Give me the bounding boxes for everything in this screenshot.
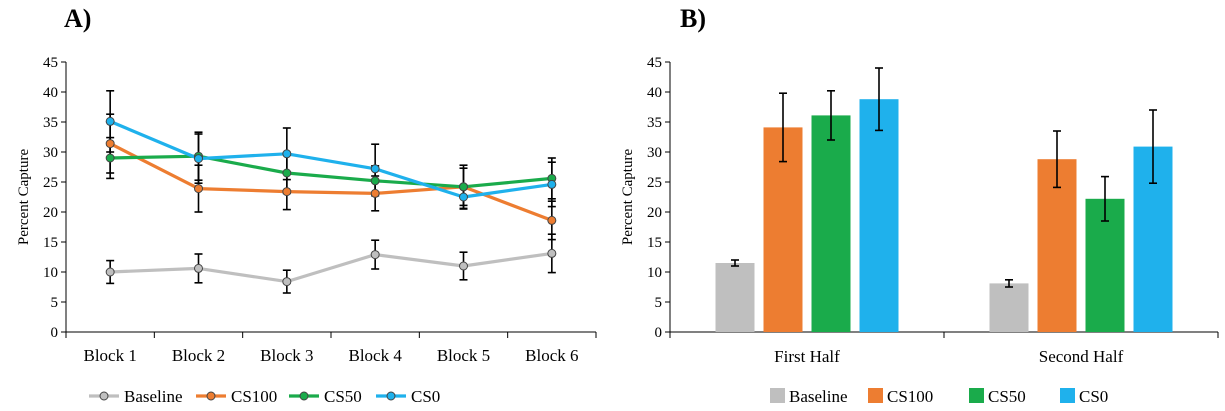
data-point-baseline (370, 250, 380, 260)
data-point-cs100 (370, 188, 380, 198)
y-tick-label: 30 (647, 145, 662, 161)
legend-label-cs0: CS0 (411, 387, 440, 406)
y-tick-label: 0 (51, 325, 59, 341)
y-tick-label: 25 (647, 175, 662, 191)
data-point-cs50 (282, 168, 292, 178)
y-tick-label: 0 (655, 325, 663, 341)
legend-marker-cs50 (299, 391, 309, 401)
legend-label-baseline: Baseline (124, 387, 183, 406)
y-tick-label: 35 (647, 115, 662, 131)
data-point-cs100 (547, 215, 557, 225)
x-tick-label: Second Half (1039, 347, 1124, 366)
y-tick-label: 25 (43, 175, 58, 191)
panel-b-label: B) (680, 4, 706, 33)
y-tick-label: 30 (43, 145, 58, 161)
x-tick-label: Block 5 (437, 346, 490, 365)
y-tick-label: 35 (43, 115, 58, 131)
data-point-baseline (282, 277, 292, 287)
bar-baseline (989, 283, 1029, 332)
y-axis-title: Percent Capture (620, 149, 636, 246)
legend-swatch-cs50 (969, 388, 984, 403)
bar-baseline (715, 263, 755, 332)
data-point-cs0 (105, 116, 115, 126)
panel-a-label: A) (64, 4, 92, 33)
data-point-cs0 (282, 149, 292, 159)
y-tick-label: 10 (647, 265, 662, 281)
data-point-cs0 (370, 164, 380, 174)
series-line-cs0 (109, 119, 553, 199)
x-tick-label: Block 1 (83, 346, 136, 365)
data-point-baseline (105, 267, 115, 277)
legend-swatch-baseline (770, 388, 785, 403)
data-point-cs50 (105, 153, 115, 163)
x-tick-label: Block 2 (172, 346, 225, 365)
x-tick-label: Block 6 (525, 346, 578, 365)
legend-label-cs50: CS50 (324, 387, 362, 406)
y-tick-label: 10 (43, 265, 58, 281)
y-tick-label: 15 (647, 235, 662, 251)
data-point-cs100 (282, 187, 292, 197)
y-tick-label: 5 (655, 295, 663, 311)
bar-cs0 (859, 99, 899, 332)
legend-swatch-cs0 (1060, 388, 1075, 403)
x-tick-label: First Half (774, 347, 840, 366)
y-tick-label: 45 (647, 55, 662, 71)
series-line-cs50 (110, 154, 552, 189)
panel-a: A) 0 5 10 15 20 25 30 35 40 45 Percent Capture Bloc… (0, 0, 612, 411)
data-point-cs0 (459, 192, 468, 202)
y-tick-label: 40 (647, 85, 662, 101)
legend-marker-cs100 (206, 391, 216, 401)
legend-label-cs0: CS0 (1079, 387, 1108, 406)
data-point-cs100 (194, 184, 203, 194)
data-point-baseline (547, 248, 557, 258)
data-point-cs100 (105, 139, 115, 149)
x-tick-label: Block 3 (260, 346, 313, 365)
x-tick-label: Block 4 (348, 346, 402, 365)
bar-cs50 (811, 115, 851, 333)
legend-marker-baseline (99, 391, 109, 401)
data-point-cs0 (194, 154, 203, 164)
data-point-baseline (194, 263, 203, 273)
legend-label-cs50: CS50 (988, 387, 1026, 406)
legend-label-cs100: CS100 (231, 387, 277, 406)
y-tick-label: 20 (647, 205, 662, 221)
data-point-cs0 (547, 179, 557, 189)
series-line-cs100 (109, 142, 553, 222)
y-tick-label: 40 (43, 85, 58, 101)
data-point-cs50 (459, 182, 468, 192)
legend-swatch-cs100 (868, 388, 883, 403)
y-tick-label: 5 (51, 295, 59, 311)
series-line-baseline (110, 251, 553, 284)
legend-marker-cs0 (386, 391, 396, 401)
y-axis-title: Percent Capture (16, 149, 32, 246)
bar-chart: 0 5 10 15 20 25 30 35 40 45 Percent Capture First H… (620, 55, 1219, 406)
legend-label-baseline: Baseline (789, 387, 848, 406)
y-tick-label: 45 (43, 55, 58, 71)
data-point-cs50 (370, 176, 380, 186)
line-chart: 0 5 10 15 20 25 30 35 40 45 Percent Capture Block 1… (16, 55, 597, 406)
data-point-baseline (459, 261, 468, 271)
legend-label-cs100: CS100 (887, 387, 933, 406)
panel-b: B) 0 5 10 15 20 25 30 35 40 45 Percent Capture Firs… (612, 0, 1225, 411)
y-tick-label: 20 (43, 205, 58, 221)
y-tick-label: 15 (43, 235, 58, 251)
